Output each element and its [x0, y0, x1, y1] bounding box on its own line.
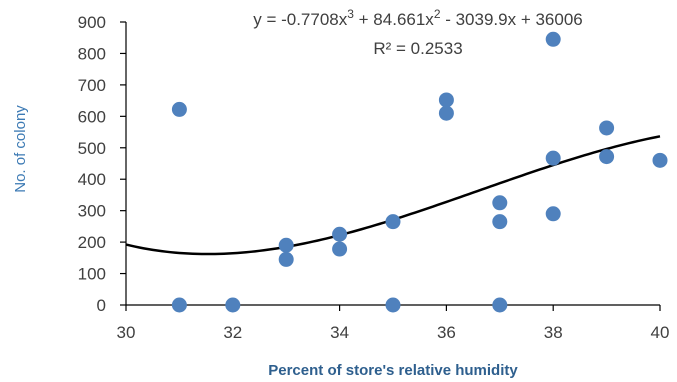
data-point: [386, 214, 401, 229]
axes: 0 100 200 300 400 500 600 700 800 900 30 32 34 36 38 40: [78, 13, 670, 342]
y-tick-label: 100: [78, 265, 106, 284]
data-point: [492, 214, 507, 229]
data-point: [439, 92, 454, 107]
data-point: [599, 149, 614, 164]
trendline-equation: y = -0.7708x3 + 84.661x2 - 3039.9x + 360…: [253, 7, 583, 29]
data-point: [332, 227, 347, 242]
data-point: [279, 238, 294, 253]
x-tick-label: 30: [117, 323, 136, 342]
data-point: [172, 298, 187, 313]
y-tick-label: 700: [78, 76, 106, 95]
y-tick-label: 300: [78, 202, 106, 221]
y-tick-label: 900: [78, 13, 106, 32]
data-point: [225, 298, 240, 313]
x-axis-title: Percent of store's relative humidity: [268, 362, 518, 379]
data-point: [332, 242, 347, 257]
data-point: [386, 298, 401, 313]
data-point: [599, 120, 614, 135]
y-tick-label: 800: [78, 44, 106, 63]
x-tick-label: 32: [223, 323, 242, 342]
y-tick-label: 500: [78, 139, 106, 158]
data-point: [546, 32, 561, 47]
trendline: [126, 136, 660, 254]
x-tick-label: 36: [437, 323, 456, 342]
y-tick-label: 0: [97, 296, 106, 315]
x-tick-label: 34: [330, 323, 349, 342]
data-point: [546, 151, 561, 166]
y-tick-label: 400: [78, 170, 106, 189]
y-tick-label: 200: [78, 233, 106, 252]
data-point: [439, 106, 454, 121]
y-axis-title: No. of colony: [12, 105, 29, 193]
x-tick-label: 38: [544, 323, 563, 342]
points-layer: [172, 32, 668, 313]
x-tick-label: 40: [651, 323, 670, 342]
data-point: [492, 195, 507, 210]
data-point: [546, 206, 561, 221]
r-squared-label: R² = 0.2533: [373, 39, 462, 58]
data-point: [172, 102, 187, 117]
y-tick-label: 600: [78, 107, 106, 126]
trendline-layer: [126, 136, 660, 254]
data-point: [492, 298, 507, 313]
data-point: [653, 153, 668, 168]
data-point: [279, 252, 294, 267]
